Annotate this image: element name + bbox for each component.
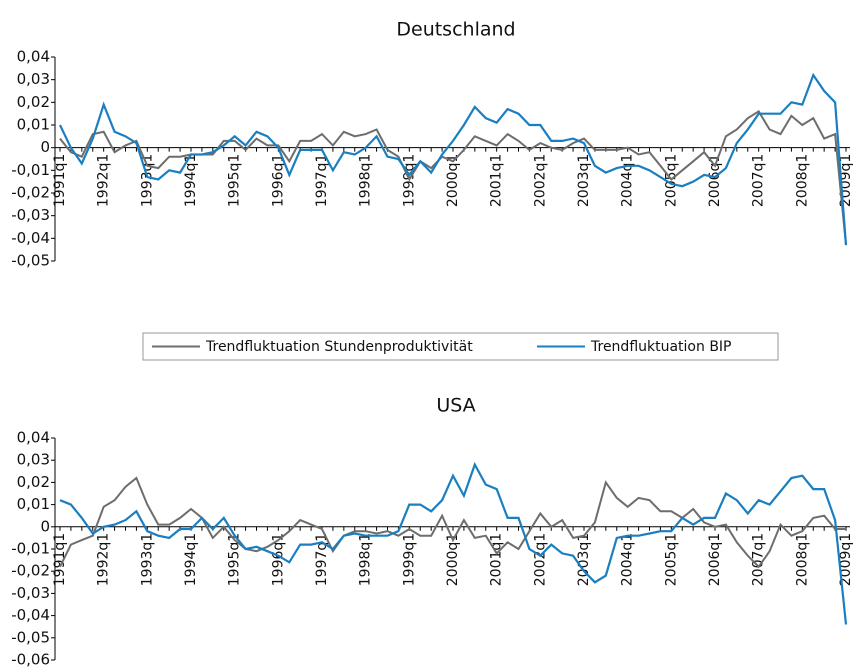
x-tick-label: 1993q1 — [139, 533, 155, 586]
x-tick-label: 1995q1 — [227, 533, 243, 586]
series-line — [59, 72, 848, 246]
x-tick-label: 2002q1 — [532, 154, 548, 207]
x-tick-label: 1997q1 — [314, 533, 330, 586]
x-tick-label: 2008q1 — [794, 533, 810, 586]
legend-box — [142, 332, 779, 361]
y-tick-label: 0 — [40, 138, 50, 156]
x-tick-label: 1994q1 — [183, 154, 199, 207]
x-tick-label: 2006q1 — [707, 154, 723, 207]
y-tick-label: 0,02 — [17, 473, 50, 491]
y-tick-label: -0,03 — [11, 584, 50, 602]
chart-title: Deutschland — [396, 19, 515, 41]
y-tick-label: 0,02 — [17, 93, 50, 111]
x-tick-label: 1994q1 — [183, 533, 199, 586]
y-tick-label: 0 — [40, 517, 50, 535]
x-tick-label: 1998q1 — [358, 154, 374, 207]
y-tick-label: -0,05 — [11, 628, 50, 646]
x-tick-label: 2003q1 — [576, 154, 592, 207]
chart-title: USA — [436, 395, 475, 417]
x-tick-label: 2001q1 — [489, 154, 505, 207]
x-tick-label: 2003q1 — [576, 533, 592, 586]
y-tick-label: 0,01 — [17, 495, 50, 513]
y-tick-label: 0,03 — [17, 451, 50, 469]
x-tick-label: 2008q1 — [794, 154, 810, 207]
y-tick-label: -0,06 — [11, 651, 50, 668]
x-tick-label: 1996q1 — [270, 154, 286, 207]
y-tick-label: -0,01 — [11, 540, 50, 558]
x-tick-label: 1998q1 — [358, 533, 374, 586]
y-tick-label: 0,03 — [17, 70, 50, 88]
y-tick-label: -0,02 — [11, 562, 50, 580]
x-tick-label: 2007q1 — [751, 533, 767, 586]
x-tick-label: 2000q1 — [445, 533, 461, 586]
y-tick-label: -0,04 — [11, 229, 50, 247]
x-tick-label: 2000q1 — [445, 154, 461, 207]
y-tick-label: -0,05 — [11, 252, 50, 270]
x-tick-label: 2002q1 — [532, 533, 548, 586]
x-tick-label: 2004q1 — [620, 154, 636, 207]
x-tick-label: 2009q1 — [838, 533, 854, 586]
x-tick-label: 2005q1 — [663, 533, 679, 586]
x-tick-label: 1995q1 — [227, 154, 243, 207]
series-line — [59, 461, 848, 625]
y-tick-label: -0,01 — [11, 161, 50, 179]
x-tick-label: 2001q1 — [489, 533, 505, 586]
y-tick-label: 0,01 — [17, 116, 50, 134]
x-tick-label: 1992q1 — [96, 154, 112, 207]
y-tick-label: -0,03 — [11, 206, 50, 224]
x-tick-label: 1991q1 — [52, 154, 68, 207]
y-tick-label: -0,02 — [11, 184, 50, 202]
legend-label: Trendfluktuation BIP — [590, 339, 732, 355]
x-tick-label: 2007q1 — [751, 154, 767, 207]
x-tick-label: 1996q1 — [270, 533, 286, 586]
x-tick-label: 1999q1 — [401, 533, 417, 586]
series-line — [59, 476, 846, 569]
x-tick-label: 2006q1 — [707, 533, 723, 586]
x-tick-label: 1997q1 — [314, 154, 330, 207]
legend-label: Trendfluktuation Stundenproduktivität — [205, 339, 473, 355]
y-tick-label: -0,04 — [11, 606, 50, 624]
x-tick-label: 1991q1 — [52, 533, 68, 586]
x-tick-label: 2004q1 — [620, 533, 636, 586]
y-tick-label: 0,04 — [17, 429, 50, 447]
x-tick-label: 1992q1 — [96, 533, 112, 586]
y-tick-label: 0,04 — [17, 48, 50, 66]
